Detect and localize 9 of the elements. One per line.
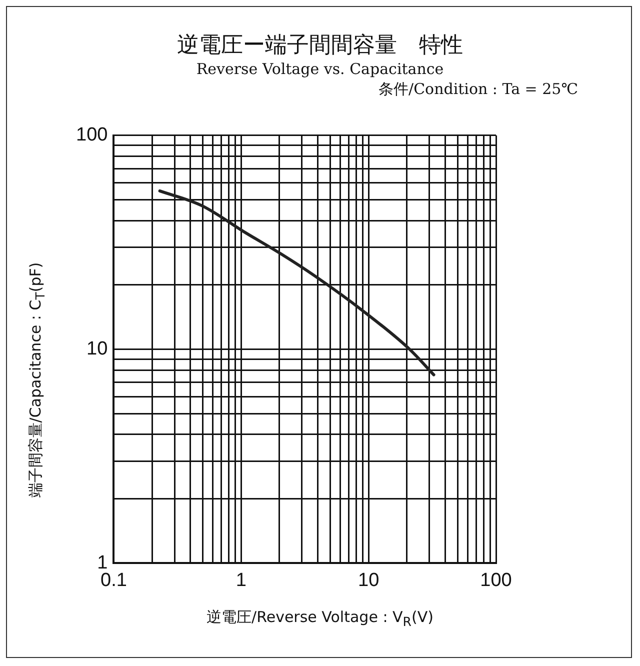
y-tick-label: 100 — [76, 124, 108, 146]
text: 条件/Condition : Ta = 25℃ — [378, 80, 578, 99]
chart-subtitle: Reverse Voltage vs. Capacitance — [195, 60, 445, 78]
x-tick-label: 100 — [480, 570, 512, 591]
chart-title: 逆電圧ー端子間間容量 特性 — [176, 32, 464, 60]
x-tick-label: 10 — [358, 570, 380, 591]
x-axis-title: 逆電圧/Reverse Voltage : V$_{R}$(V) — [206, 608, 434, 629]
y-tick-label: 10 — [86, 338, 108, 360]
x-tick-label: 1 — [236, 570, 246, 591]
